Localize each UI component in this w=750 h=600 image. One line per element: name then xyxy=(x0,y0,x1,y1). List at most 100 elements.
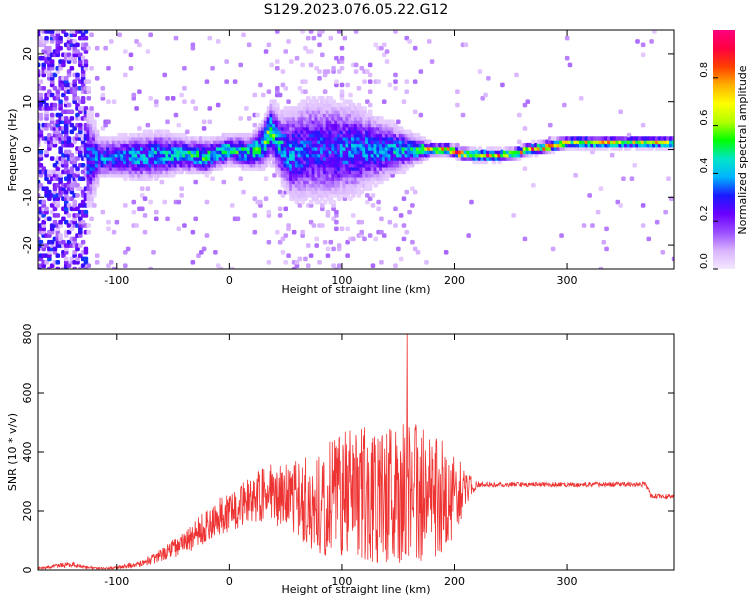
spectrogram-cell xyxy=(365,99,370,104)
spectrogram-cell xyxy=(125,246,131,252)
spectrogram-cell xyxy=(393,72,398,78)
spectrogram-cell xyxy=(266,239,272,245)
spectrogram-cell xyxy=(339,55,345,61)
spectrogram-cell xyxy=(381,42,387,48)
spectrogram-cell xyxy=(322,89,328,94)
spectrogram-cell xyxy=(404,89,410,94)
spectrogram-cell xyxy=(283,206,289,212)
spectrogram-cell xyxy=(75,102,80,108)
spectrogram-cell xyxy=(334,209,339,215)
spectrogram-cell xyxy=(63,116,69,121)
spectrogram-cell xyxy=(362,236,367,242)
spectrogram-cell xyxy=(190,260,196,265)
spectrogram-cell xyxy=(353,69,359,74)
spectrogram-cell xyxy=(201,126,207,131)
spectrogram-cell xyxy=(356,102,362,108)
spectrogram-cell xyxy=(367,233,373,238)
spectrogram-cell xyxy=(308,253,314,258)
spectrogram-ytick-label: 20 xyxy=(21,47,34,61)
spectrogram-cell xyxy=(229,266,235,269)
spectrogram-cell xyxy=(550,246,556,252)
spectrogram-cell xyxy=(646,236,652,242)
spectrogram-cell xyxy=(640,122,646,128)
spectrogram-cell xyxy=(111,229,117,235)
spectrogram-cell xyxy=(78,216,83,222)
spectrogram-cell xyxy=(308,199,314,205)
spectrogram-cell xyxy=(587,193,592,198)
spectrogram-cell xyxy=(78,30,83,34)
spectrogram-cell xyxy=(38,239,44,245)
spectrogram-cell xyxy=(426,39,432,44)
spectrogram-cell xyxy=(362,79,367,84)
spectrogram-cell xyxy=(376,79,381,84)
spectrogram-cell xyxy=(86,223,92,228)
colorbar-tick-label: 0.6 xyxy=(699,110,710,126)
spectrogram-cell xyxy=(598,186,604,191)
spectrogram-cell xyxy=(44,186,49,191)
spectrogram-cell xyxy=(328,35,334,41)
spectrogram-cell xyxy=(80,162,86,168)
spectrogram-cell xyxy=(671,136,674,141)
spectrogram-cell xyxy=(108,39,114,44)
spectrogram-cell xyxy=(123,132,128,138)
spectrogram-cell xyxy=(640,42,646,48)
spectrogram-cell xyxy=(477,146,483,151)
snr-xtick-label: 200 xyxy=(444,575,465,588)
spectrogram-cell xyxy=(47,89,52,94)
spectrogram-cell xyxy=(263,49,269,54)
spectrogram-cell xyxy=(176,226,182,232)
spectrogram-cell xyxy=(78,52,83,58)
spectrogram-cell xyxy=(387,82,393,88)
spectrogram-cell xyxy=(311,35,317,41)
spectrogram-cell xyxy=(604,226,609,232)
spectrogram-cell xyxy=(153,99,159,104)
spectrogram-xlabel: Height of straight line (km) xyxy=(281,283,430,296)
spectrogram-cell xyxy=(486,75,491,81)
spectrogram-cell xyxy=(398,256,404,262)
spectrogram-cell xyxy=(38,112,44,118)
spectrogram-cell xyxy=(300,30,305,34)
spectrogram-cell xyxy=(123,72,128,78)
spectrogram-cell xyxy=(390,119,395,125)
spectrogram-cell xyxy=(55,30,61,34)
spectrogram-cell xyxy=(66,213,72,218)
spectrogram-cell xyxy=(47,45,52,51)
spectrogram-cell xyxy=(412,79,418,84)
spectrogram-cell xyxy=(117,32,123,38)
spectrogram-cell xyxy=(258,199,263,205)
spectrogram-cell xyxy=(654,219,660,225)
spectrogram-cell xyxy=(179,186,184,191)
snr-ylabel: SNR (10 * v/v) xyxy=(6,413,19,491)
spectrogram-cell xyxy=(370,193,376,198)
spectrogram-cell xyxy=(348,92,353,98)
spectrogram-cell xyxy=(41,86,47,91)
spectrogram-cell xyxy=(396,119,401,125)
spectrogram-cell xyxy=(246,42,252,48)
spectrogram-cell xyxy=(303,256,308,262)
spectrogram-cell xyxy=(47,132,52,138)
spectrogram-cell xyxy=(277,206,283,212)
spectrogram-cell xyxy=(373,236,379,242)
spectrogram-cell xyxy=(367,109,373,115)
spectrogram-cell xyxy=(106,99,111,104)
spectrogram-cell xyxy=(232,79,238,84)
spectrogram-cell xyxy=(469,199,474,205)
spectrogram-cell xyxy=(483,92,488,98)
spectrogram-cell xyxy=(322,239,328,245)
spectrogram-cell xyxy=(131,199,137,205)
spectrogram-cell xyxy=(196,253,201,258)
spectrogram-cell xyxy=(272,173,277,178)
spectrogram-cell xyxy=(379,216,384,222)
spectrogram-cell xyxy=(78,122,83,128)
spectrogram-cell xyxy=(80,176,86,181)
spectrogram-cell xyxy=(58,35,63,41)
spectrogram-cell xyxy=(80,219,86,225)
spectrogram-cell xyxy=(618,109,623,115)
spectrogram-cell xyxy=(106,226,111,232)
snr-ytick-label: 0 xyxy=(21,567,34,574)
spectrogram-cell xyxy=(83,35,89,41)
spectrogram-cell xyxy=(148,129,153,135)
spectrogram-cell xyxy=(204,199,210,205)
spectrogram-cell xyxy=(63,256,69,262)
